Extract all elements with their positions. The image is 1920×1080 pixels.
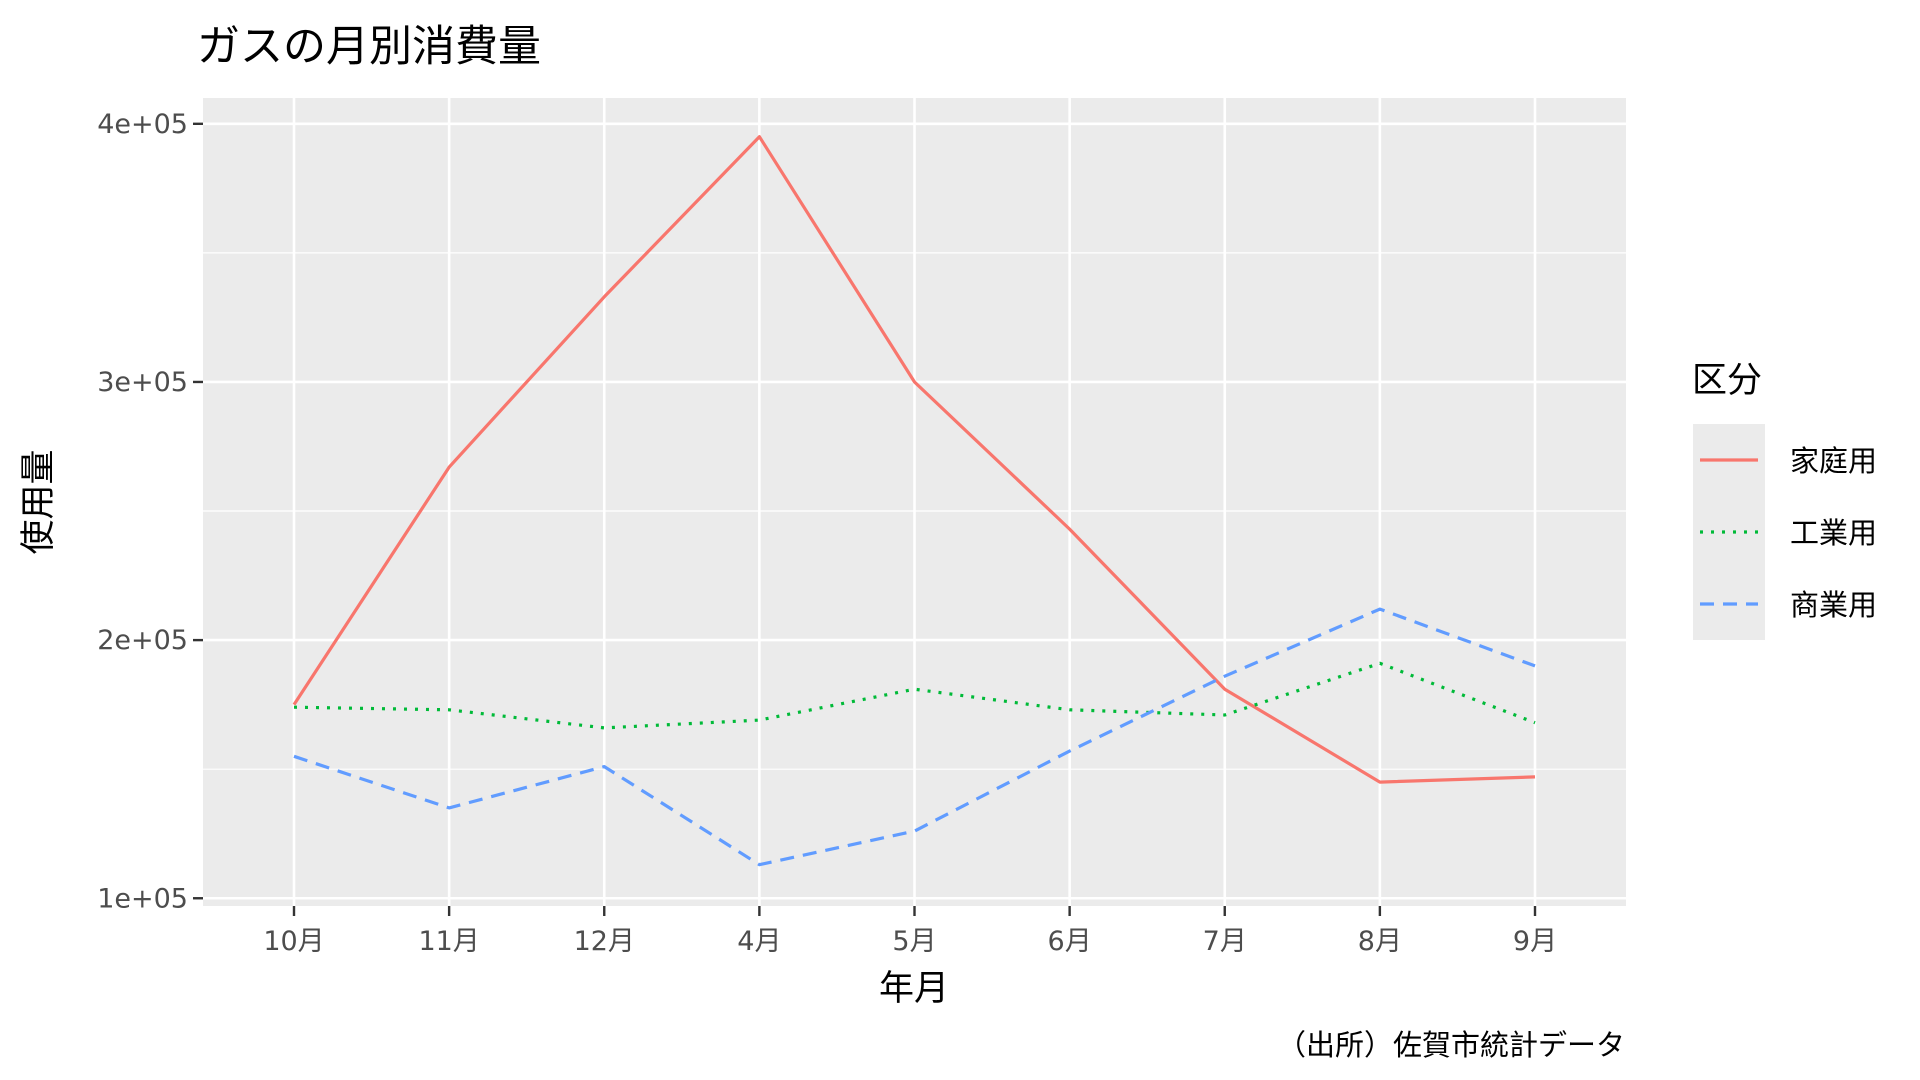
legend-title: 区分 (1692, 361, 1762, 401)
x-tick-label: 11月 (418, 926, 479, 957)
x-axis-title: 年月 (879, 969, 949, 1009)
y-tick-label: 2e+05 (97, 625, 188, 656)
x-tick-label: 7月 (1203, 926, 1247, 957)
chart-caption: （出所）佐賀市統計データ (1277, 1028, 1625, 1062)
y-axis-title: 使用量 (19, 449, 59, 554)
legend-label-2: 工業用 (1790, 516, 1877, 550)
y-tick-label: 3e+05 (97, 367, 188, 398)
series-line-1 (292, 135, 1536, 784)
legend-key-background (1693, 424, 1765, 640)
y-tick-label: 1e+05 (97, 883, 188, 914)
series-line-2 (293, 661, 1536, 730)
x-tick-label: 6月 (1048, 926, 1092, 957)
x-axis: 10月 11月 12月 4月 5月 6月 7月 8月 9月 (263, 906, 1557, 957)
x-tick-label: 9月 (1513, 926, 1557, 957)
legend-label-1: 家庭用 (1790, 444, 1877, 478)
x-tick-label: 12月 (574, 926, 635, 957)
x-tick-label: 10月 (263, 926, 324, 957)
x-tick-label: 8月 (1358, 926, 1402, 957)
legend-label-3: 商業用 (1790, 588, 1877, 622)
major-gridlines (203, 98, 1626, 906)
x-tick-label: 5月 (892, 926, 936, 957)
chart-title: ガスの月別消費量 (197, 22, 541, 72)
series-line-3 (293, 607, 1536, 867)
x-tick-label: 4月 (737, 926, 781, 957)
y-axis: 1e+05 2e+05 3e+05 4e+05 (97, 109, 203, 914)
series-lines (292, 135, 1536, 867)
y-tick-label: 4e+05 (97, 109, 188, 140)
